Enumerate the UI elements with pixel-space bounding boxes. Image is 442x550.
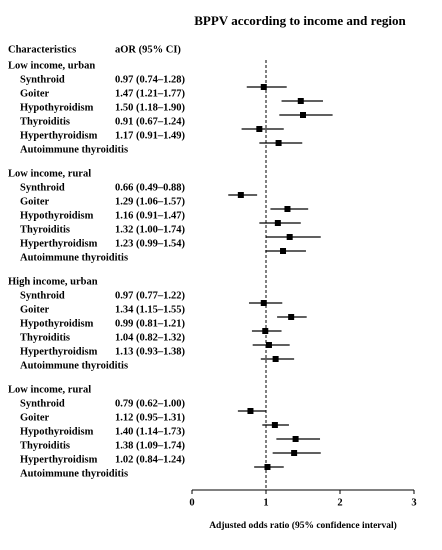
row-label: Autoimmune thyroiditis	[20, 360, 128, 371]
estimate-label: 1.23 (0.99–1.54)	[115, 238, 185, 249]
estimate-label: 1.47 (1.21–1.77)	[115, 88, 185, 99]
x-tick-label: 0	[189, 497, 194, 508]
row-label: Thyroiditis	[20, 332, 70, 343]
row-label: Hyperthyroidism	[20, 454, 98, 465]
estimate-label: 0.97 (0.74–1.28)	[115, 74, 185, 85]
estimate-label: 1.04 (0.82–1.32)	[115, 332, 185, 343]
chart-title: BPPV according to income and region	[194, 13, 406, 28]
estimate-marker	[288, 314, 295, 320]
column-header: Characteristics	[8, 44, 76, 55]
x-tick-label: 1	[263, 497, 268, 508]
x-axis-label: Adjusted odds ratio (95% confidence inte…	[209, 520, 397, 531]
estimate-label: 1.38 (1.09–1.74)	[115, 440, 185, 451]
estimate-marker	[291, 450, 298, 456]
estimate-marker	[280, 248, 287, 254]
row-label: Thyroiditis	[20, 440, 70, 451]
row-label: Goiter	[20, 304, 49, 315]
estimate-marker	[264, 464, 271, 470]
row-label: Autoimmune thyroiditis	[20, 144, 128, 155]
estimate-label: 0.66 (0.49–0.88)	[115, 182, 185, 193]
estimate-marker	[274, 220, 281, 226]
estimate-marker	[284, 206, 291, 212]
estimate-label: 0.91 (0.67–1.24)	[115, 116, 185, 127]
estimate-marker	[256, 126, 263, 132]
row-label: Synthroid	[20, 74, 65, 85]
estimate-label: 1.13 (0.93–1.38)	[115, 346, 185, 357]
estimate-marker	[275, 140, 282, 146]
estimate-label: 1.40 (1.14–1.73)	[115, 426, 185, 437]
row-label: Hyperthyroidism	[20, 130, 98, 141]
estimate-marker	[262, 328, 269, 334]
estimate-marker	[260, 84, 267, 90]
estimate-label: 0.79 (0.62–1.00)	[115, 398, 185, 409]
estimate-label: 1.16 (0.91–1.47)	[115, 210, 185, 221]
estimate-label: 1.17 (0.91–1.49)	[115, 130, 185, 141]
row-label: Hypothyroidism	[20, 102, 94, 113]
estimate-marker	[247, 408, 254, 414]
estimate-label: 0.99 (0.81–1.21)	[115, 318, 185, 329]
row-label: Goiter	[20, 412, 49, 423]
estimate-marker	[260, 300, 267, 306]
row-label: Synthroid	[20, 182, 65, 193]
row-label: Synthroid	[20, 398, 65, 409]
estimate-marker	[286, 234, 293, 240]
estimate-label: 0.97 (0.77–1.22)	[115, 290, 185, 301]
estimate-marker	[237, 192, 244, 198]
row-label: Hypothyroidism	[20, 426, 94, 437]
row-label: Hypothyroidism	[20, 210, 94, 221]
estimate-marker	[265, 342, 272, 348]
estimate-label: 1.29 (1.06–1.57)	[115, 196, 185, 207]
group-label: Low income, rural	[8, 384, 91, 395]
row-label: Autoimmune thyroiditis	[20, 468, 128, 479]
x-tick-label: 2	[337, 497, 342, 508]
row-label: Thyroiditis	[20, 116, 70, 127]
estimate-label: 1.02 (0.84–1.24)	[115, 454, 185, 465]
estimate-marker	[292, 436, 299, 442]
group-label: Low income, rural	[8, 168, 91, 179]
estimate-label: 1.34 (1.15–1.55)	[115, 304, 185, 315]
row-label: Autoimmune thyroiditis	[20, 252, 128, 263]
row-label: Hyperthyroidism	[20, 346, 98, 357]
estimate-marker	[297, 98, 304, 104]
row-label: Hyperthyroidism	[20, 238, 98, 249]
estimate-marker	[272, 356, 279, 362]
row-label: Thyroiditis	[20, 224, 70, 235]
estimate-label: 1.50 (1.18–1.90)	[115, 102, 185, 113]
group-label: Low income, urban	[8, 60, 95, 71]
row-label: Synthroid	[20, 290, 65, 301]
x-tick-label: 3	[411, 497, 416, 508]
estimate-label: 1.32 (1.00–1.74)	[115, 224, 185, 235]
column-header: aOR (95% CI)	[115, 44, 181, 55]
row-label: Goiter	[20, 196, 49, 207]
estimate-marker	[300, 112, 306, 118]
group-label: High income, urban	[8, 276, 98, 287]
estimate-marker	[271, 422, 278, 428]
row-label: Goiter	[20, 88, 49, 99]
row-label: Hypothyroidism	[20, 318, 94, 329]
estimate-label: 1.12 (0.95–1.31)	[115, 412, 185, 423]
